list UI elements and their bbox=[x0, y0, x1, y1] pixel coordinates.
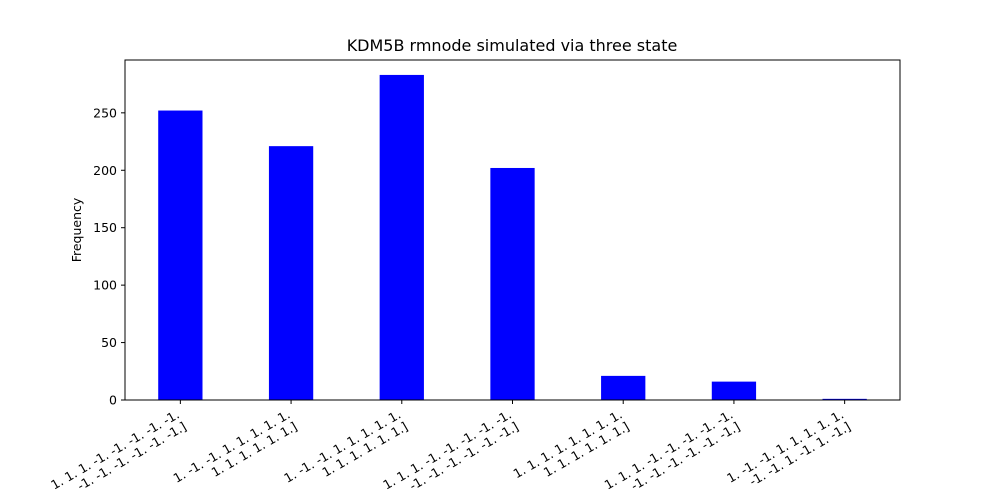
bar bbox=[379, 74, 424, 401]
y-axis-label: Frequency bbox=[69, 197, 84, 262]
y-tick-label: 200 bbox=[93, 163, 117, 178]
bar bbox=[158, 110, 203, 400]
bar bbox=[268, 146, 314, 400]
y-tick-label: 250 bbox=[93, 105, 117, 120]
y-tick-label: 50 bbox=[101, 335, 117, 350]
bars-group bbox=[158, 74, 867, 401]
chart-title: KDM5B rmnode simulated via three state bbox=[347, 36, 678, 55]
y-ticks-group: 0 50 100 150 200 250 bbox=[93, 105, 125, 408]
y-tick-label: 100 bbox=[93, 278, 117, 293]
bar bbox=[822, 398, 867, 400]
bar bbox=[711, 381, 757, 400]
x-ticks-group: 1. 1. 1. -1. -1. -1. -1. -1.-1. -1. -1. … bbox=[48, 400, 853, 500]
y-tick-label: 150 bbox=[93, 220, 117, 235]
plot-area-frame bbox=[124, 59, 901, 401]
bar bbox=[601, 375, 646, 400]
bar bbox=[490, 167, 535, 400]
x-tick-label: 1. -1. -1. 1. 1. 1. 1. 1.1. 1. 1. 1. 1. … bbox=[171, 407, 300, 498]
x-tick-label: 1. 1. 1. -1. -1. -1. -1. -1.-1. -1. -1. … bbox=[48, 407, 189, 500]
x-tick-label: 1. -1. -1. 1. 1. 1. 1. 1.-1. -1. 1. -1. … bbox=[724, 407, 853, 498]
y-tick-label: 0 bbox=[109, 393, 117, 408]
